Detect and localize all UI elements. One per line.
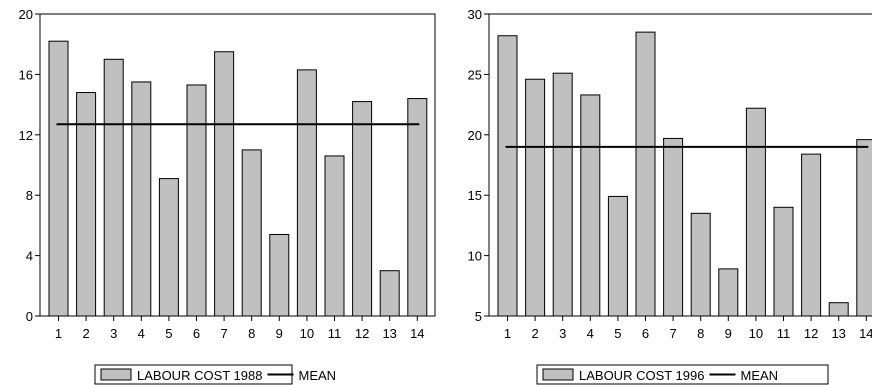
x-tick-label: 7 (220, 326, 227, 341)
bar-4 (580, 94, 601, 317)
x-tick-label: 6 (642, 326, 649, 341)
bar-11 (324, 155, 345, 317)
x-tick-label: 2 (531, 326, 538, 341)
legend-box (536, 364, 829, 385)
bar-1 (497, 35, 518, 317)
y-tick-label: 30 (468, 7, 482, 22)
plot-frame (488, 13, 872, 317)
y-tick-label: 5 (475, 309, 482, 324)
bar-8 (241, 149, 262, 317)
x-tick-label: 5 (165, 326, 172, 341)
bar-13 (379, 270, 400, 317)
bar-5 (158, 178, 179, 317)
legend-label-bars: LABOUR COST 1996 (579, 368, 704, 383)
y-tick-label: 20 (19, 7, 33, 22)
legend: LABOUR COST 1996 MEAN (536, 364, 829, 385)
bar-10 (745, 107, 766, 317)
y-tick-label: 8 (26, 188, 33, 203)
bar-2 (525, 78, 546, 317)
bar-9 (718, 268, 739, 317)
y-tick-label: 12 (19, 128, 33, 143)
bar-3 (552, 72, 573, 317)
x-tick-label: 4 (587, 326, 594, 341)
bar-14 (407, 98, 428, 317)
legend-bar-swatch (100, 368, 132, 381)
plot-frame (39, 13, 436, 317)
x-tick-label: 11 (328, 326, 342, 341)
x-tick-label: 10 (749, 326, 763, 341)
x-tick-label: 8 (697, 326, 704, 341)
x-tick-label: 9 (276, 326, 283, 341)
x-tick-label: 3 (559, 326, 566, 341)
y-tick-label: 25 (468, 67, 482, 82)
x-tick-label: 6 (193, 326, 200, 341)
legend-label-mean: MEAN (740, 368, 778, 383)
bar-1 (48, 40, 69, 317)
x-tick-label: 11 (777, 326, 791, 341)
legend: LABOUR COST 1988 MEAN (94, 364, 336, 385)
legend-label-mean: MEAN (298, 368, 336, 383)
legend-label-bars: LABOUR COST 1988 (137, 368, 262, 383)
y-tick-label: 16 (19, 67, 33, 82)
y-tick-label: 20 (468, 128, 482, 143)
x-tick-label: 9 (725, 326, 732, 341)
bar-8 (690, 212, 711, 317)
y-tick-label: 0 (26, 309, 33, 324)
bar-7 (663, 137, 684, 317)
bar-12 (352, 101, 373, 317)
x-tick-label: 14 (859, 326, 872, 341)
bar-11 (773, 206, 794, 317)
bar-6 (186, 84, 207, 317)
bar-2 (76, 92, 97, 317)
x-tick-label: 1 (55, 326, 62, 341)
x-tick-label: 12 (355, 326, 369, 341)
x-tick-label: 13 (831, 326, 845, 341)
x-tick-label: 2 (82, 326, 89, 341)
y-tick-label: 4 (26, 249, 33, 264)
x-tick-label: 10 (300, 326, 314, 341)
x-tick-label: 12 (804, 326, 818, 341)
x-tick-label: 3 (110, 326, 117, 341)
bar-3 (103, 58, 124, 317)
x-tick-label: 5 (614, 326, 621, 341)
x-tick-label: 13 (382, 326, 396, 341)
y-tick-label: 10 (468, 249, 482, 264)
bar-9 (269, 233, 290, 317)
x-tick-label: 8 (248, 326, 255, 341)
bar-4 (131, 81, 152, 317)
bar-7 (214, 51, 235, 317)
legend-bar-swatch (542, 368, 574, 381)
bar-5 (607, 195, 628, 317)
bar-10 (296, 69, 317, 317)
y-tick-label: 15 (468, 188, 482, 203)
bar-12 (801, 153, 822, 317)
bar-6 (635, 31, 656, 317)
x-tick-label: 4 (138, 326, 145, 341)
x-tick-label: 14 (410, 326, 424, 341)
x-tick-label: 1 (504, 326, 511, 341)
bar-14 (856, 139, 872, 317)
x-tick-label: 7 (669, 326, 676, 341)
bar-13 (828, 302, 849, 317)
